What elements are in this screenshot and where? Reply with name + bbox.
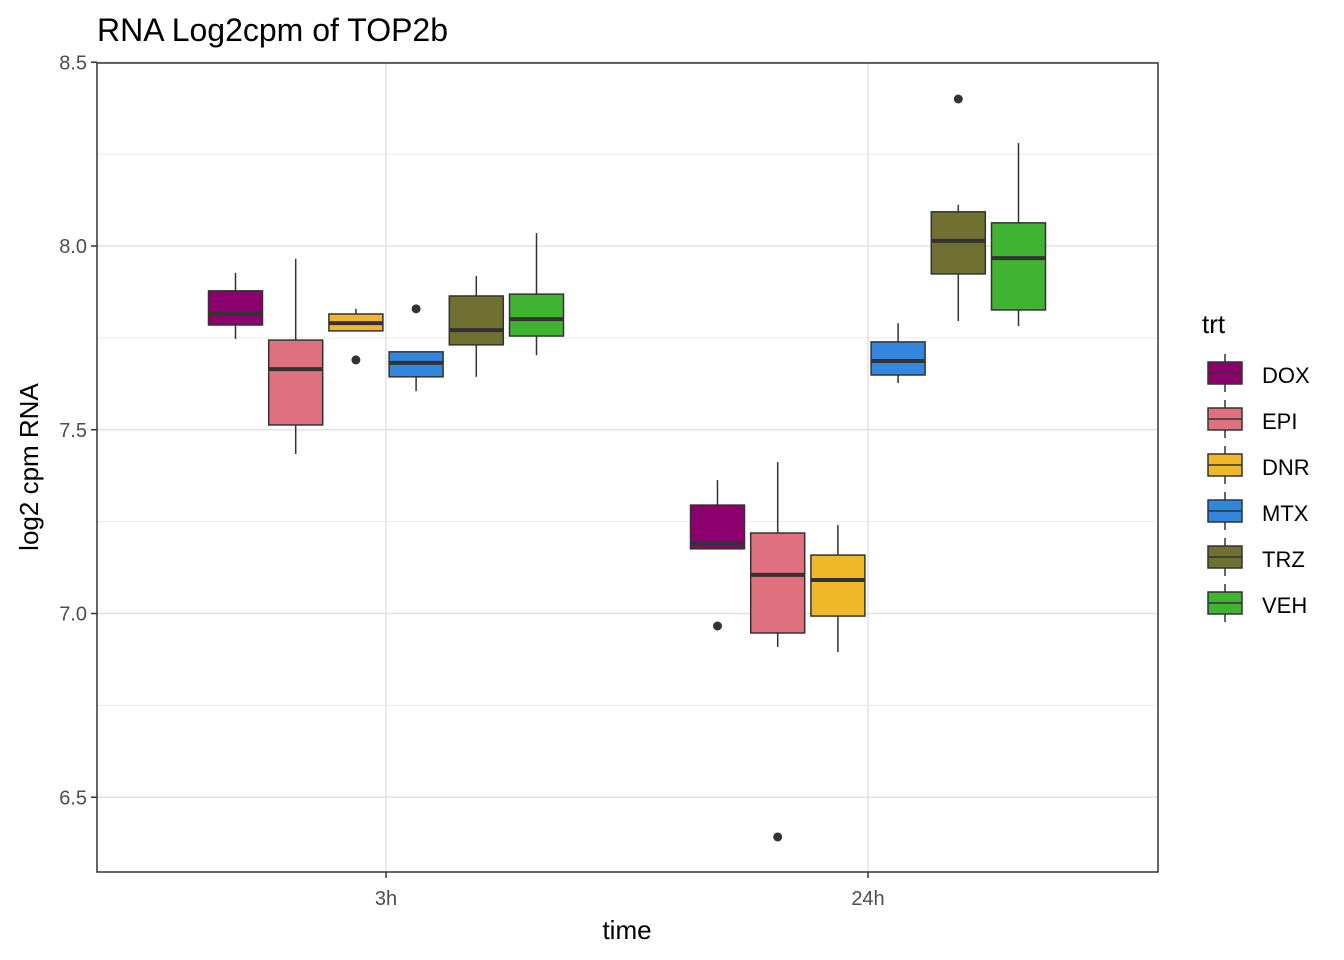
- legend-item-dox: DOX: [1207, 354, 1310, 392]
- box-iqr: [870, 341, 926, 376]
- legend-label: TRZ: [1262, 547, 1305, 572]
- box-dnr-24h: [810, 524, 866, 653]
- box-iqr: [689, 504, 746, 550]
- box-veh-24h: [990, 143, 1047, 327]
- x-tick-label: 24h: [851, 888, 884, 910]
- legend-label: EPI: [1262, 409, 1297, 434]
- box-mtx-3h: [388, 304, 444, 392]
- box-iqr: [810, 554, 866, 617]
- y-axis-label: log2 cpm RNA: [14, 383, 44, 551]
- box-veh-3h: [508, 233, 565, 356]
- box-iqr: [930, 211, 987, 275]
- x-tick-label: 3h: [375, 888, 397, 910]
- legend: DOX EPI DNR MTX TRZ VEH: [1207, 354, 1310, 622]
- legend-title: trt: [1202, 309, 1226, 339]
- outlier-point: [411, 304, 421, 314]
- box-iqr: [990, 222, 1047, 311]
- outlier-point: [713, 621, 722, 631]
- legend-item-veh: VEH: [1207, 584, 1307, 622]
- legend-item-epi: EPI: [1207, 400, 1297, 438]
- legend-item-trz: TRZ: [1207, 538, 1305, 576]
- box-dnr-3h: [328, 308, 384, 365]
- grid: [97, 61, 1158, 872]
- chart-title: RNA Log2cpm of TOP2b: [97, 12, 448, 48]
- box-iqr: [207, 290, 264, 326]
- box-mtx-24h: [870, 323, 926, 384]
- box-iqr: [448, 295, 505, 346]
- legend-item-mtx: MTX: [1207, 492, 1309, 530]
- axes: 6.5 7.0 7.5 8.0 8.5 3h 24h: [59, 52, 885, 910]
- box-iqr: [508, 293, 565, 337]
- y-tick-label: 8.0: [59, 236, 87, 258]
- outlier-point: [351, 355, 361, 365]
- box-iqr: [749, 532, 806, 634]
- box-epi-24h: [749, 462, 806, 842]
- legend-label: VEH: [1262, 593, 1307, 618]
- y-tick-label: 7.0: [59, 604, 87, 626]
- box-trz-3h: [448, 276, 505, 377]
- y-tick-label: 7.5: [59, 420, 87, 442]
- outlier-point: [953, 94, 963, 104]
- plot-border: [96, 62, 1159, 873]
- x-axis-label: time: [602, 915, 651, 945]
- box-dox-24h: [689, 480, 746, 631]
- legend-item-dnr: DNR: [1207, 446, 1310, 484]
- y-tick-label: 6.5: [59, 787, 87, 809]
- boxes: [207, 94, 1047, 842]
- outlier-point: [773, 832, 783, 842]
- box-trz-24h: [930, 94, 987, 321]
- box-dox-3h: [207, 272, 264, 339]
- box-epi-3h: [267, 258, 324, 455]
- legend-label: DNR: [1262, 455, 1310, 480]
- legend-label: DOX: [1262, 363, 1310, 388]
- legend-label: MTX: [1262, 501, 1309, 526]
- y-tick-label: 8.5: [59, 52, 87, 74]
- box-iqr: [267, 339, 324, 426]
